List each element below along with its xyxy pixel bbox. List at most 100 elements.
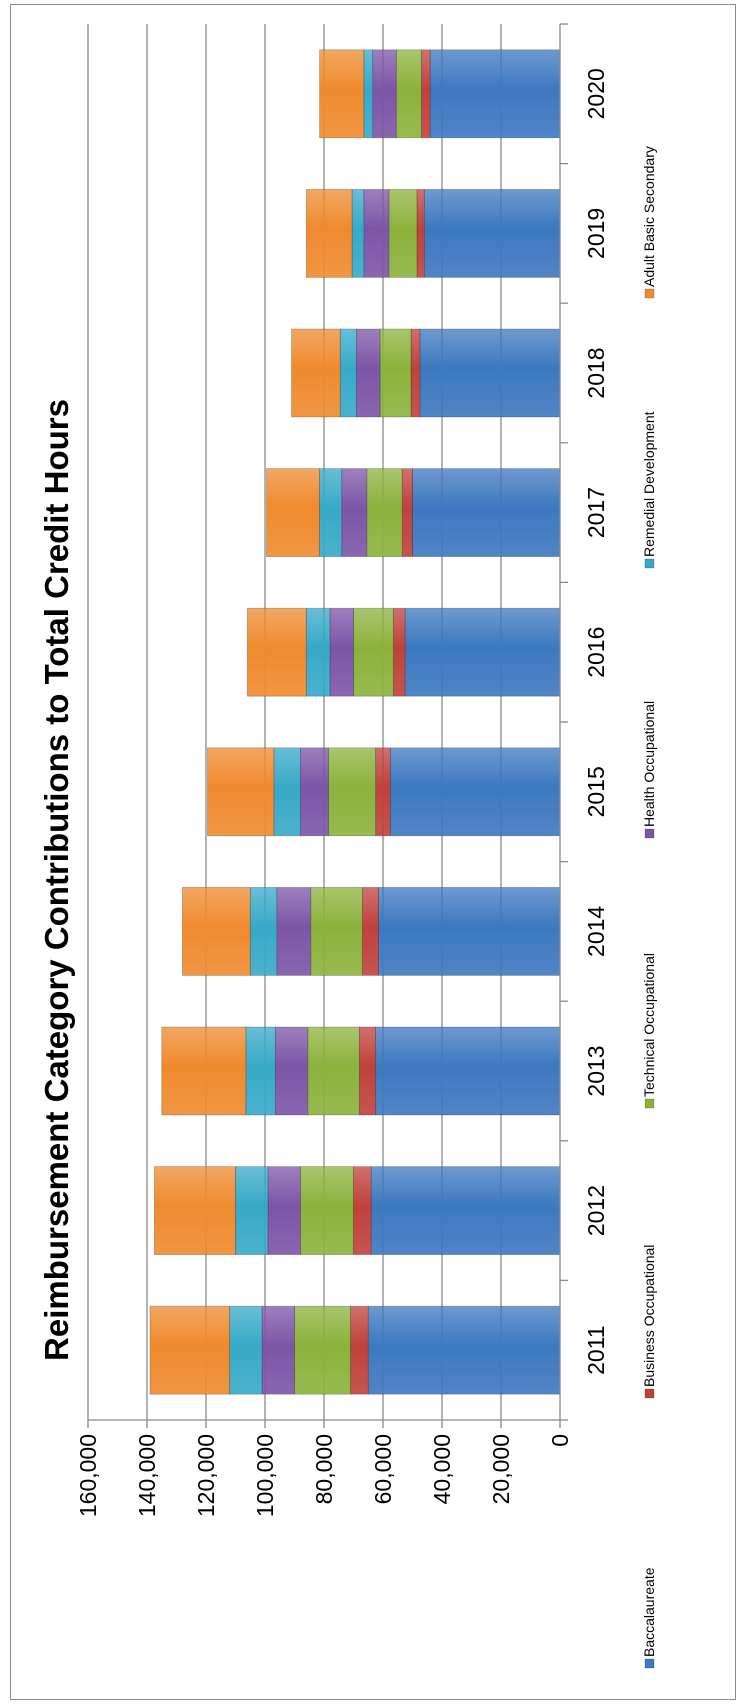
bar-adult-basic-secondary-2020 <box>319 49 365 139</box>
bar-adult-basic-secondary-2015 <box>207 747 275 837</box>
bar-adult-basic-secondary-2014 <box>181 887 251 976</box>
bar-health-occupational-2020 <box>372 49 397 139</box>
bar-health-occupational-2017 <box>341 468 368 558</box>
bar-health-occupational-2013 <box>274 1026 309 1116</box>
y-tick-label: 80,000 <box>311 1434 337 1504</box>
y-tick-labels: 0 20,000 40,000 60,000 80,000 100,000 120,000 1… <box>75 1434 573 1517</box>
bar-baccalaureate-2011 <box>367 1305 561 1395</box>
legend-label: Adult Basic Secondary <box>641 146 657 287</box>
bar-technical-occupational-2013 <box>307 1026 360 1116</box>
category-label: 2014 <box>583 906 609 957</box>
bar-health-occupational-2016 <box>329 607 354 697</box>
y-tick-label: 60,000 <box>370 1434 396 1504</box>
bar-remedial-development-2011 <box>229 1305 263 1395</box>
legend-item: Technical Occupational <box>641 953 657 1109</box>
bar-business-occupational-2014 <box>361 887 379 976</box>
bar-technical-occupational-2018 <box>379 328 412 418</box>
legend-label: Remedial Development <box>641 411 657 557</box>
y-tick-label: 120,000 <box>193 1434 219 1517</box>
legend-label: Baccalaureate <box>641 1567 657 1657</box>
bar-business-occupational-2011 <box>350 1305 369 1395</box>
bar-remedial-development-2013 <box>245 1026 276 1116</box>
bar-health-occupational-2015 <box>299 747 329 837</box>
category-label: 2015 <box>583 766 609 817</box>
bar-business-occupational-2019 <box>416 188 425 278</box>
chart-frame <box>10 4 736 1700</box>
legend: Baccalaureate Business Occupational Techni… <box>641 146 657 1669</box>
legend-swatch <box>644 1388 655 1399</box>
y-tick-label: 100,000 <box>252 1434 278 1517</box>
legend-label: Health Occupational <box>641 701 657 827</box>
bars <box>149 49 561 1395</box>
legend-label: Business Occupational <box>641 1245 657 1387</box>
category-label: 2013 <box>583 1045 609 1096</box>
bar-adult-basic-secondary-2011 <box>149 1305 230 1395</box>
bar-baccalaureate-2013 <box>375 1026 561 1116</box>
bar-technical-occupational-2016 <box>353 607 394 697</box>
bar-remedial-development-2020 <box>363 49 374 139</box>
legend-label: Technical Occupational <box>641 953 657 1097</box>
bar-technical-occupational-2014 <box>310 887 363 976</box>
bar-baccalaureate-2017 <box>412 468 561 558</box>
bar-business-occupational-2016 <box>392 607 406 697</box>
bar-health-occupational-2012 <box>267 1166 301 1255</box>
bar-technical-occupational-2011 <box>294 1305 351 1395</box>
category-label: 2012 <box>583 1185 609 1236</box>
category-label: 2011 <box>583 1325 609 1374</box>
bar-remedial-development-2018 <box>339 328 357 418</box>
bar-baccalaureate-2014 <box>378 887 561 976</box>
bar-technical-occupational-2015 <box>328 747 377 837</box>
y-tick-label: 140,000 <box>134 1434 160 1517</box>
legend-swatch <box>644 558 655 569</box>
bar-baccalaureate-2015 <box>389 747 561 837</box>
legend-item: Health Occupational <box>641 701 657 839</box>
bar-adult-basic-secondary-2018 <box>291 328 341 418</box>
legend-swatch <box>644 288 655 299</box>
bar-adult-basic-secondary-2012 <box>153 1166 236 1255</box>
bar-health-occupational-2018 <box>356 328 381 418</box>
bar-adult-basic-secondary-2013 <box>161 1026 247 1116</box>
category-labels: 2011 2012 2013 2014 2015 2016 2017 2018 2019 2020 <box>583 68 609 1375</box>
legend-item: Adult Basic Secondary <box>641 146 657 299</box>
bar-baccalaureate-2020 <box>429 49 561 139</box>
bar-health-occupational-2011 <box>261 1305 295 1395</box>
bar-baccalaureate-2016 <box>404 607 561 697</box>
category-label: 2018 <box>583 347 609 398</box>
bar-remedial-development-2016 <box>305 607 331 697</box>
y-tick-label: 20,000 <box>488 1434 514 1504</box>
bar-baccalaureate-2012 <box>370 1166 561 1255</box>
bar-remedial-development-2017 <box>319 468 343 558</box>
bar-technical-occupational-2020 <box>395 49 422 139</box>
bar-remedial-development-2012 <box>235 1166 269 1255</box>
legend-item: Business Occupational <box>641 1245 657 1399</box>
bar-business-occupational-2018 <box>410 328 421 418</box>
bar-adult-basic-secondary-2017 <box>266 468 320 558</box>
category-label: 2019 <box>583 208 609 259</box>
bar-baccalaureate-2018 <box>419 328 561 418</box>
legend-item: Remedial Development <box>641 411 657 569</box>
y-tick-label: 40,000 <box>429 1434 455 1504</box>
bar-technical-occupational-2012 <box>299 1166 354 1255</box>
bar-business-occupational-2012 <box>353 1166 372 1255</box>
legend-swatch <box>644 1098 655 1109</box>
category-label: 2017 <box>583 487 609 538</box>
bar-technical-occupational-2017 <box>366 468 403 558</box>
bar-business-occupational-2015 <box>375 747 391 837</box>
bar-health-occupational-2019 <box>363 188 390 278</box>
bar-adult-basic-secondary-2016 <box>246 607 307 697</box>
bar-baccalaureate-2019 <box>423 188 561 278</box>
axes <box>87 23 568 1428</box>
chart-title: Reimbursement Category Contributions to … <box>38 399 75 1361</box>
legend-swatch <box>644 1658 655 1669</box>
bar-business-occupational-2017 <box>401 468 413 558</box>
category-label: 2020 <box>583 68 609 119</box>
bar-technical-occupational-2019 <box>388 188 418 278</box>
bar-remedial-development-2014 <box>249 887 278 976</box>
y-tick-label: 160,000 <box>75 1434 101 1517</box>
bar-business-occupational-2013 <box>358 1026 377 1116</box>
bar-remedial-development-2019 <box>351 188 365 278</box>
bar-health-occupational-2014 <box>276 887 312 976</box>
bar-remedial-development-2015 <box>273 747 301 837</box>
bar-business-occupational-2020 <box>420 49 431 139</box>
bar-adult-basic-secondary-2019 <box>305 188 353 278</box>
